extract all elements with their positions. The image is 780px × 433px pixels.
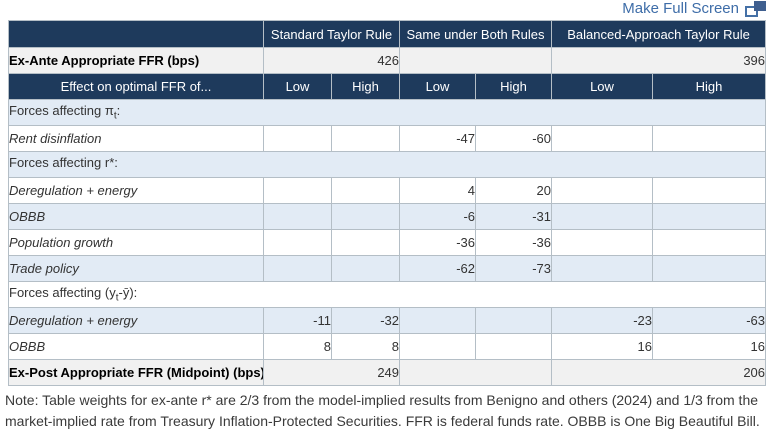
table-cell: -6 <box>399 203 477 230</box>
table-cell <box>263 125 332 152</box>
section-label-pi: Forces affecting πt: <box>7 99 767 126</box>
section-label-rstar: Forces affecting r*: <box>7 151 767 178</box>
row-label: Population growth <box>8 229 264 256</box>
table-cell <box>652 177 767 204</box>
table-note: Note: Table weights for ex-ante r* are 2… <box>5 392 760 429</box>
table-cell <box>330 255 401 282</box>
ex-ante-balanced-value: 396 <box>551 47 767 74</box>
table-cell: 20 <box>475 177 553 204</box>
table-cell: -47 <box>399 125 477 152</box>
full-screen-icon-solid <box>754 1 766 11</box>
table-cell: 16 <box>652 333 767 360</box>
low-high-header-row: Effect on optimal FFR of... Low High Low… <box>8 73 767 100</box>
row-label: Deregulation + energy <box>8 177 264 204</box>
make-full-screen-label: Make Full Screen <box>622 0 739 17</box>
table-cell <box>263 177 332 204</box>
row-label: Trade policy <box>8 255 264 282</box>
table-cell <box>330 203 401 230</box>
same-low-header: Low <box>399 73 477 100</box>
ex-post-row: Ex-Post Appropriate FFR (Midpoint) (bps)… <box>8 359 767 386</box>
row-label: OBBB <box>8 203 264 230</box>
header-balanced-approach-taylor-rule: Balanced-Approach Taylor Rule <box>551 20 767 48</box>
table-cell: -63 <box>652 307 767 334</box>
table-cell <box>399 307 477 334</box>
table-cell: -73 <box>475 255 553 282</box>
table-cell <box>330 177 401 204</box>
ex-ante-row: Ex-Ante Appropriate FFR (bps) 426 396 <box>8 47 767 74</box>
header-empty-cell <box>8 20 264 48</box>
table-cell <box>330 125 401 152</box>
header-same-under-both-rules: Same under Both Rules <box>399 20 553 48</box>
table-cell: -32 <box>330 307 401 334</box>
table-cell <box>551 255 654 282</box>
balanced-low-header: Low <box>551 73 654 100</box>
table-cell <box>652 255 767 282</box>
row-label: Deregulation + energy <box>8 307 264 334</box>
full-screen-icon-outline <box>745 6 758 17</box>
table-cell <box>551 177 654 204</box>
table-row-deregulation-energy-rstar: Deregulation + energy 4 20 <box>8 177 767 204</box>
full-screen-icon <box>745 1 766 17</box>
table-cell: -62 <box>399 255 477 282</box>
ex-ante-label: Ex-Ante Appropriate FFR (bps) <box>8 47 264 74</box>
table-cell: -23 <box>551 307 654 334</box>
standard-low-header: Low <box>263 73 332 100</box>
section-label-output-gap: Forces affecting (yt-ȳ): <box>7 281 767 308</box>
table-cell <box>263 255 332 282</box>
ex-post-label: Ex-Post Appropriate FFR (Midpoint) (bps) <box>8 359 264 386</box>
table-cell: -36 <box>475 229 553 256</box>
table-cell <box>475 333 553 360</box>
table-cell: 8 <box>263 333 332 360</box>
table-cell <box>263 229 332 256</box>
make-full-screen-link[interactable]: Make Full Screen <box>622 1 766 17</box>
table-cell <box>475 307 553 334</box>
row-label: OBBB <box>8 333 264 360</box>
table-cell: 16 <box>551 333 654 360</box>
table-cell <box>652 229 767 256</box>
ex-post-balanced-value: 206 <box>551 359 767 386</box>
ex-post-standard-value: 249 <box>262 359 401 386</box>
ex-ante-standard-value: 426 <box>262 47 401 74</box>
standard-high-header: High <box>330 73 401 100</box>
table-row-rent-disinflation: Rent disinflation -47 -60 <box>8 125 767 152</box>
table-cell <box>330 229 401 256</box>
table-cell: -60 <box>475 125 553 152</box>
table-row-trade-policy: Trade policy -62 -73 <box>8 255 767 282</box>
table-row-obbb-rstar: OBBB -6 -31 <box>8 203 767 230</box>
effect-on-optimal-ffr-label: Effect on optimal FFR of... <box>8 73 264 100</box>
table-cell <box>652 203 767 230</box>
table-cell <box>399 333 477 360</box>
ex-ante-same-value <box>399 47 553 74</box>
ex-post-same-value <box>399 359 553 386</box>
section-row-output-gap: Forces affecting (yt-ȳ): <box>7 281 767 308</box>
table-cell <box>551 203 654 230</box>
table-row-population-growth: Population growth -36 -36 <box>8 229 767 256</box>
balanced-high-header: High <box>652 73 767 100</box>
section-row-pi: Forces affecting πt: <box>7 99 767 126</box>
section-row-rstar: Forces affecting r*: <box>7 151 767 178</box>
table-cell <box>551 125 654 152</box>
same-high-header: High <box>475 73 553 100</box>
table-row-deregulation-energy-gap: Deregulation + energy -11 -32 -23 -63 <box>8 307 767 334</box>
table-cell <box>263 203 332 230</box>
table-cell: -36 <box>399 229 477 256</box>
top-bar: Make Full Screen <box>0 0 766 18</box>
table-header-row: Standard Taylor Rule Same under Both Rul… <box>8 20 767 48</box>
table-row-obbb-gap: OBBB 8 8 16 16 <box>8 333 767 360</box>
table-cell <box>551 229 654 256</box>
table-cell: -11 <box>263 307 332 334</box>
table-cell: 8 <box>330 333 401 360</box>
row-label: Rent disinflation <box>8 125 264 152</box>
header-standard-taylor-rule: Standard Taylor Rule <box>262 20 401 48</box>
table-cell: 4 <box>399 177 477 204</box>
table-cell: -31 <box>475 203 553 230</box>
taylor-rule-table: Standard Taylor Rule Same under Both Rul… <box>7 20 767 386</box>
table-cell <box>652 125 767 152</box>
